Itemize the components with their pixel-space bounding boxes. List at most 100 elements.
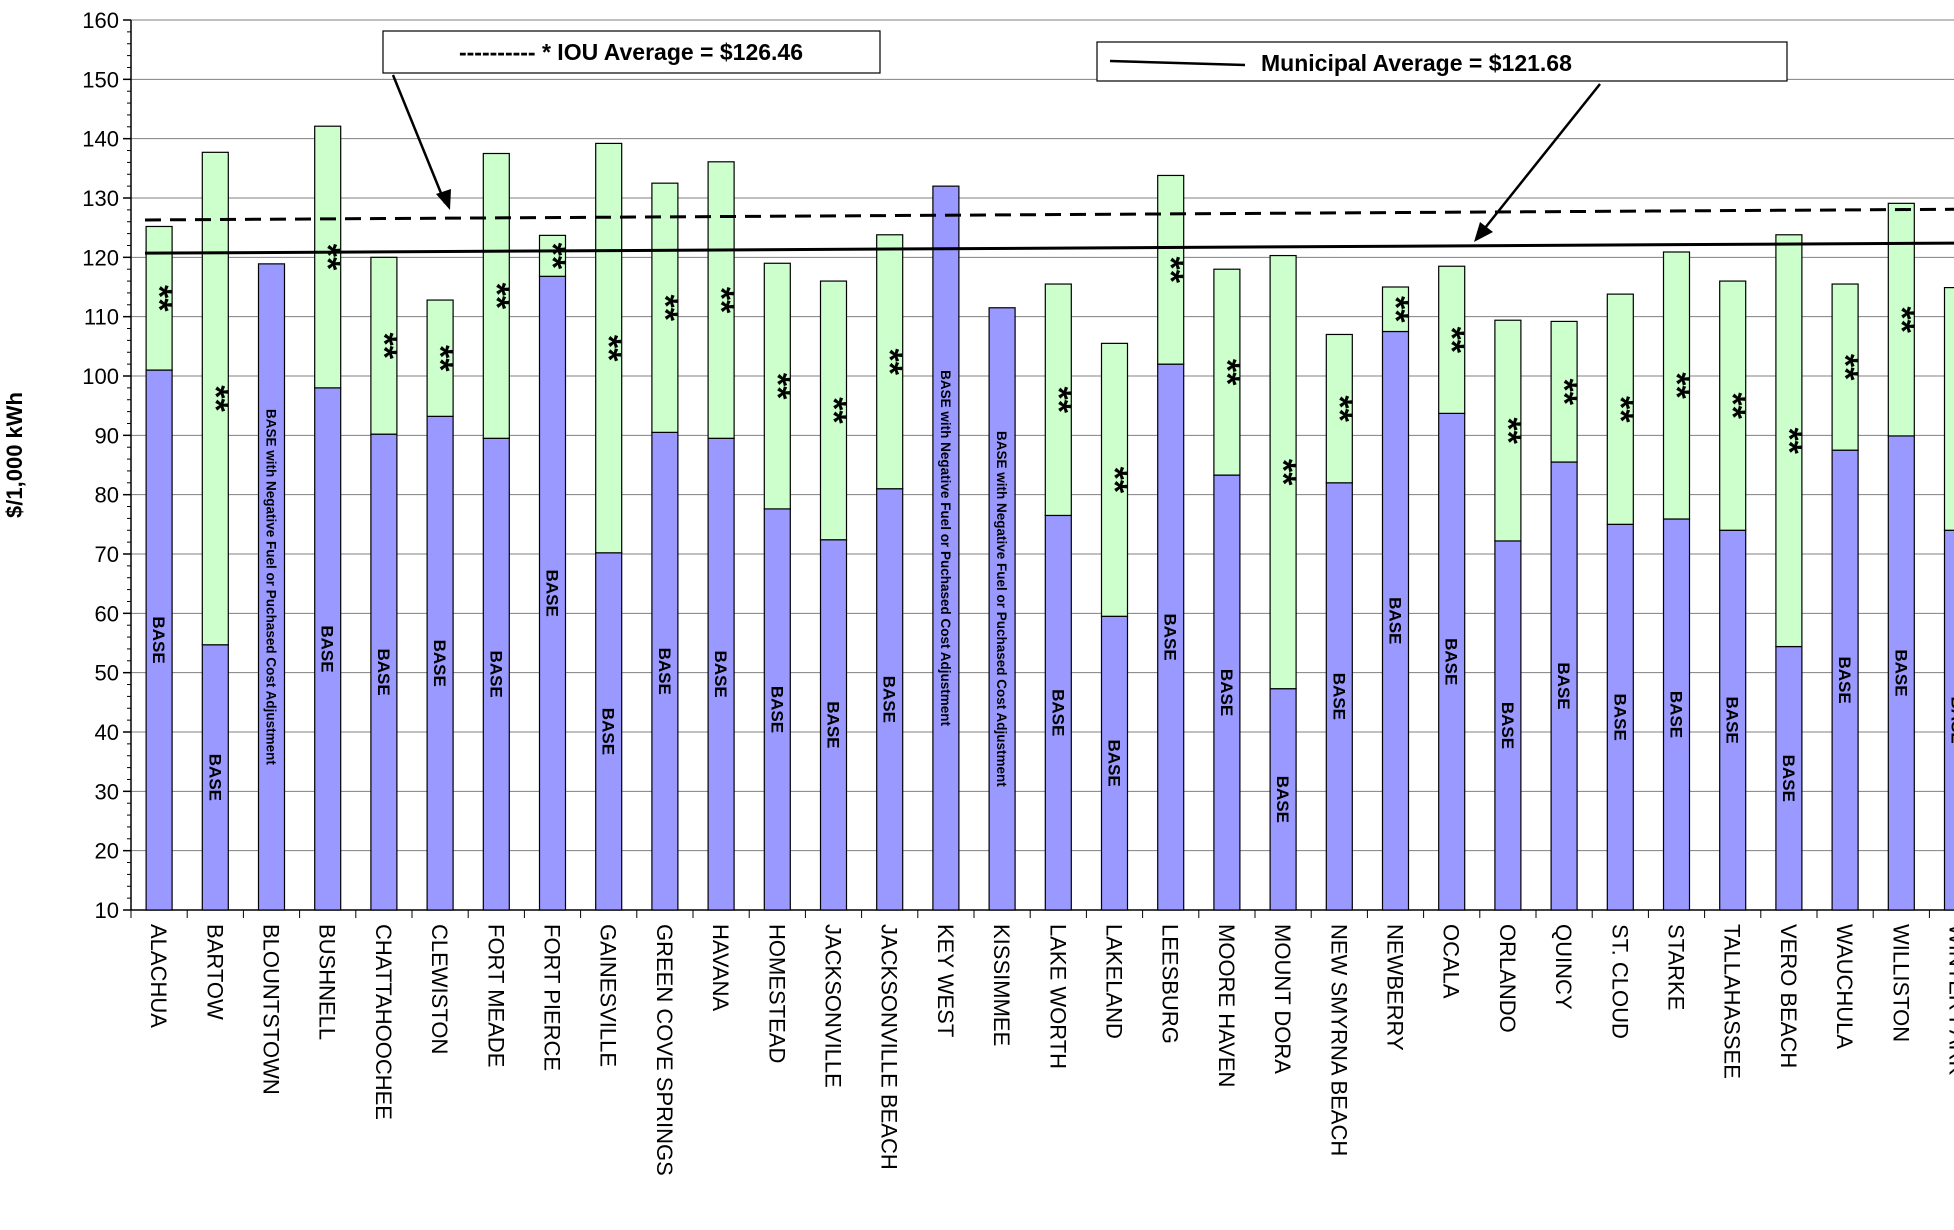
upper-segment-label: ** xyxy=(477,283,515,310)
x-category-label: KEY WEST xyxy=(933,924,958,1037)
y-tick-label: 130 xyxy=(82,186,119,211)
base-segment-label: BASE xyxy=(767,686,786,733)
upper-segment-label: ** xyxy=(1208,359,1246,386)
upper-segment-label: ** xyxy=(1545,378,1583,405)
y-tick-label: 80 xyxy=(95,483,119,508)
base-segment-label: BASE xyxy=(205,754,224,801)
upper-segment-label: ** xyxy=(1714,392,1752,419)
upper-segment-label: ** xyxy=(1096,467,1134,494)
base-segment-label: BASE xyxy=(1667,691,1686,738)
x-category-label: MOUNT DORA xyxy=(1270,924,1295,1074)
base-segment-label: BASE xyxy=(1442,638,1461,685)
x-category-label: WAUCHULA xyxy=(1832,924,1857,1049)
x-category-label: WINTER PARK xyxy=(1945,924,1954,1075)
y-tick-label: 140 xyxy=(82,127,119,152)
upper-segment-label: ** xyxy=(534,243,572,270)
x-category-label: OCALA xyxy=(1439,924,1464,999)
x-category-label: JACKSONVILLE xyxy=(821,924,846,1088)
x-category-label: STARKE xyxy=(1664,924,1689,1010)
base-segment-label: BASE xyxy=(1217,669,1236,716)
base-segment-label: BASE xyxy=(711,651,730,698)
x-category-label: ORLANDO xyxy=(1495,924,1520,1033)
base-segment-label: BASE with Negative Fuel or Puchased Cost… xyxy=(938,370,953,726)
x-category-label: LAKE WORTH xyxy=(1045,924,1070,1069)
base-segment-label: BASE with Negative Fuel or Puchased Cost… xyxy=(994,431,1009,787)
upper-segment-label: ** xyxy=(1770,427,1808,454)
base-segment-label: BASE xyxy=(880,676,899,723)
base-segment-label: BASE xyxy=(1554,662,1573,709)
base-segment-label: BASE xyxy=(1779,755,1798,802)
x-category-label: BUSHNELL xyxy=(315,924,340,1040)
upper-segment-label: ** xyxy=(421,345,459,372)
base-segment-label: BASE xyxy=(318,625,337,672)
y-tick-label: 30 xyxy=(95,779,119,804)
x-category-label: CLEWISTON xyxy=(427,924,452,1054)
x-category-label: ALACHUA xyxy=(146,924,171,1028)
x-category-label: BLOUNTSTOWN xyxy=(259,924,284,1095)
base-segment-label: BASE xyxy=(374,648,393,695)
x-category-label: GREEN COVE SPRINGS xyxy=(652,924,677,1176)
base-segment-label: BASE xyxy=(824,701,843,748)
upper-segment-label: ** xyxy=(815,397,853,424)
base-segment-label: BASE xyxy=(1329,673,1348,720)
upper-segment-label: ** xyxy=(1882,306,1920,333)
y-tick-label: 110 xyxy=(84,305,119,330)
upper-segment-label: ** xyxy=(1264,459,1302,486)
x-category-label: FORT MEADE xyxy=(483,924,508,1067)
iou-annotation-text: ---------- * IOU Average = $126.46 xyxy=(459,39,803,65)
base-segment-label: BASE xyxy=(149,616,168,663)
upper-segment-label: ** xyxy=(140,285,178,312)
base-segment-label: BASE xyxy=(1386,597,1405,644)
x-category-label: JACKSONVILLE BEACH xyxy=(877,924,902,1170)
base-segment-label: BASE xyxy=(1891,649,1910,696)
upper-segment-label: ** xyxy=(309,244,347,271)
y-tick-label: 50 xyxy=(95,661,119,686)
x-category-label: HOMESTEAD xyxy=(764,924,789,1063)
upper-segment-label: ** xyxy=(1433,327,1471,354)
x-category-label: QUINCY xyxy=(1551,924,1576,1010)
upper-segment-label: ** xyxy=(758,373,796,400)
base-segment-label: BASE xyxy=(543,570,562,617)
base-segment-label: BASE xyxy=(1273,776,1292,823)
base-segment-label: BASE xyxy=(1610,694,1629,741)
base-segment-label: BASE xyxy=(1048,689,1067,736)
upper-segment-label: ** xyxy=(196,385,234,412)
base-segment-label: BASE xyxy=(1948,697,1954,744)
upper-segment-label: ** xyxy=(1489,417,1527,444)
x-category-label: TALLAHASSEE xyxy=(1720,924,1745,1079)
upper-segment-label: ** xyxy=(1826,354,1864,381)
x-category-label: LEESBURG xyxy=(1158,924,1183,1044)
base-segment-label: BASE xyxy=(1723,697,1742,744)
base-segment-label: BASE with Negative Fuel or Puchased Cost… xyxy=(264,409,279,765)
base-segment-label: BASE xyxy=(655,648,674,695)
x-category-label: HAVANA xyxy=(708,924,733,1012)
upper-segment-label: ** xyxy=(1152,257,1190,284)
x-category-label: MOORE HAVEN xyxy=(1214,924,1239,1087)
y-tick-label: 160 xyxy=(82,8,119,33)
x-category-label: KISSIMMEE xyxy=(989,924,1014,1046)
base-segment-label: BASE xyxy=(1105,740,1124,787)
y-tick-label: 40 xyxy=(95,720,119,745)
upper-segment-label: ** xyxy=(646,295,684,322)
base-segment-label: BASE xyxy=(1835,656,1854,703)
y-tick-label: 100 xyxy=(82,364,119,389)
base-segment-label: BASE xyxy=(599,708,618,755)
base-segment-label: BASE xyxy=(486,651,505,698)
x-category-label: WILLISTON xyxy=(1888,924,1913,1042)
upper-segment-label: ** xyxy=(590,335,628,362)
y-tick-label: 20 xyxy=(95,839,119,864)
x-category-label: ST. CLOUD xyxy=(1607,924,1632,1039)
base-segment-label: BASE xyxy=(1498,702,1517,749)
upper-segment-label: ** xyxy=(871,349,909,376)
x-category-label: GAINESVILLE xyxy=(596,924,621,1067)
upper-segment-label: ** xyxy=(1939,396,1954,423)
y-tick-label: 60 xyxy=(95,601,119,626)
upper-segment-label: ** xyxy=(1320,395,1358,422)
upper-segment-label: ** xyxy=(1039,386,1077,413)
upper-segment-label: ** xyxy=(1601,396,1639,423)
base-segment-label: BASE xyxy=(1161,613,1180,660)
y-tick-label: 70 xyxy=(95,542,119,567)
x-category-label: NEW SMYRNA BEACH xyxy=(1326,924,1351,1156)
